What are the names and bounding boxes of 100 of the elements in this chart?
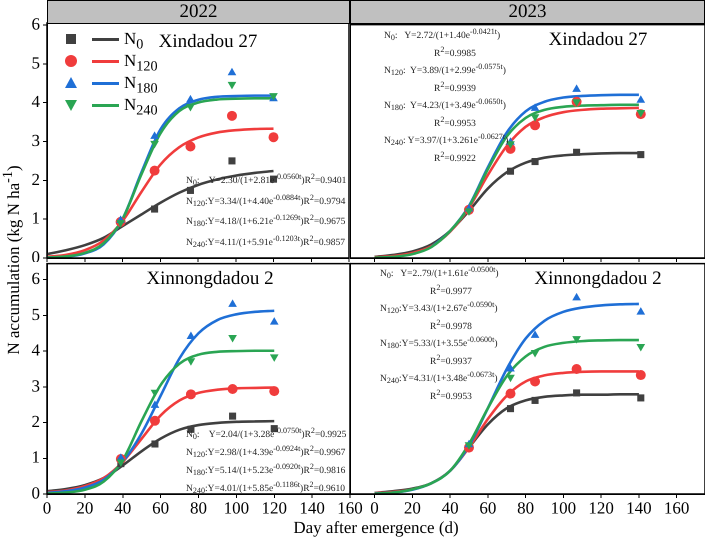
- y-tick-label: 3: [32, 376, 40, 396]
- x-tick-label: 0: [370, 498, 379, 518]
- point: [572, 84, 581, 92]
- chart-subtitle: Xindadou 27: [158, 31, 258, 53]
- annotation: N$_{240}$:Y=4.31/(1+3.48e$^{-0.0673t}$): [380, 370, 498, 386]
- point: [530, 120, 540, 130]
- point: [506, 388, 516, 399]
- annotation: N$_{180}$:Y=4.18/(1+6.21e$^{-0.1269t}$)R$^{2}$=0.9675: [186, 213, 346, 228]
- point: [572, 292, 581, 300]
- y-tick-label: 2: [32, 412, 40, 432]
- y-tick-label: 6: [32, 14, 40, 34]
- point: [150, 400, 160, 408]
- point: [573, 148, 580, 156]
- y-tick-label: 5: [32, 53, 40, 72]
- chart-subtitle: Xindadou 27: [548, 29, 648, 51]
- y-tick-label: 4: [32, 340, 40, 360]
- x-tick-label: 60: [479, 498, 496, 518]
- x-tick-label: 100: [550, 498, 576, 518]
- x-tick-label: 60: [152, 498, 170, 518]
- point: [229, 412, 236, 420]
- annotation: N$_{0}$: Y=2.04/(1+3.28e$^{-0.0750t}$)R$^{2}$=0.9925: [186, 426, 346, 442]
- chart-title: 2023: [350, 0, 705, 24]
- point: [530, 114, 540, 122]
- x-tick-label: 140: [299, 498, 325, 518]
- x-axis-title: Day after emergence (d): [293, 518, 459, 538]
- legend-label: N$_{180}$: [124, 73, 158, 96]
- point: [150, 140, 159, 148]
- y-tick-label: 1: [32, 208, 40, 228]
- x-tick-label: 120: [588, 498, 614, 518]
- y-tick-label: 1: [32, 448, 40, 467]
- chart-subtitle: Xinnongdadou 2: [534, 268, 662, 290]
- legend-label: N$_{0}$: [124, 29, 144, 52]
- point: [150, 416, 160, 426]
- point: [573, 389, 580, 396]
- point: [506, 364, 515, 372]
- x-tick-label: 40: [114, 498, 132, 518]
- annotation: R$^{2}$=0.9978: [430, 318, 472, 332]
- x-tick-label: 40: [442, 498, 459, 518]
- point: [506, 168, 514, 175]
- point: [151, 206, 158, 213]
- chart-subtitle: Xinnongdadou 2: [146, 268, 274, 290]
- point: [228, 157, 236, 164]
- point: [532, 396, 539, 404]
- point: [226, 110, 237, 121]
- point: [636, 95, 646, 103]
- legend-label: N$_{120}$: [124, 51, 158, 74]
- annotation: N$_{0}$: Y=2.72/(1+1.40e$^{-0.0421t}$): [384, 27, 500, 42]
- point: [572, 99, 581, 107]
- point: [228, 384, 238, 394]
- annotation: N$_{120}$: Y=3.89/(1+2.99e$^{-0.0575t}$): [384, 62, 506, 78]
- x-tick-label: 80: [517, 498, 534, 518]
- y-tick-label: 6: [32, 269, 40, 288]
- x-tick-label: 80: [190, 498, 207, 518]
- point: [532, 158, 539, 166]
- point: [228, 299, 237, 307]
- x-tick-label: 140: [626, 498, 652, 518]
- annotation: N$_{240}$:Y=4.01/(1+5.85e$^{-0.1186t}$)R$^{2}$=0.9610: [186, 480, 346, 496]
- point: [186, 186, 194, 194]
- point: [186, 94, 195, 102]
- point: [637, 394, 644, 402]
- annotation: R$^{2}$=0.9937: [430, 352, 472, 367]
- point: [530, 376, 540, 386]
- annotation: R$^{2}$=0.9922: [434, 150, 476, 164]
- point: [572, 364, 582, 374]
- point: [269, 386, 280, 396]
- point: [506, 405, 514, 412]
- point: [150, 166, 160, 176]
- y-tick-label: 3: [32, 130, 40, 150]
- annotation: N$_{180}$:Y=5.33/(1+3.55e$^{-0.0600t}$): [380, 335, 498, 350]
- legend-label: N$_{240}$: [124, 95, 158, 120]
- point: [270, 317, 279, 325]
- point: [464, 442, 474, 450]
- line-series: [47, 170, 275, 256]
- annotation: N$_{120}$:Y=3.34/(1+4.40e$^{-0.0884t}$)R$^{2}$=0.9794: [186, 192, 346, 208]
- x-tick-label: 20: [76, 498, 94, 518]
- line-series: [47, 127, 275, 258]
- point: [636, 307, 646, 315]
- annotation: R$^{2}$=0.9985: [434, 44, 476, 59]
- annotation: R$^{2}$=0.9953: [430, 388, 472, 402]
- annotation: N$_{120}$:Y=2.98/(1+4.39e$^{-0.0924t}$)R$^{2}$=0.9967: [186, 444, 346, 460]
- y-tick-label: 0: [32, 483, 40, 502]
- point: [268, 132, 278, 142]
- x-tick-label: 160: [664, 498, 690, 518]
- y-tick-label: 4: [32, 92, 40, 112]
- annotation: N$_{180}$:Y=5.14/(1+5.23e$^{-0.0920t}$)R$^{2}$=0.9816: [186, 462, 346, 478]
- point: [186, 389, 196, 400]
- point: [530, 103, 540, 111]
- x-tick-label: 20: [404, 498, 421, 518]
- y-tick-label: 5: [32, 304, 40, 324]
- y-tick-label: 2: [32, 170, 40, 189]
- chart-title: 2022: [47, 0, 350, 24]
- point: [228, 68, 236, 76]
- annotation: N$_{0}$: Y=2..79/(1+1.61e$^{-0.0500t}$): [380, 265, 499, 280]
- point: [151, 440, 158, 448]
- point: [185, 142, 196, 152]
- x-tick-label: 160: [337, 498, 363, 518]
- annotation: N$_{240}$:Y=4.11/(1+5.91e$^{-0.1203t}$)R$^{2}$=0.9857: [186, 234, 345, 249]
- point: [636, 370, 646, 380]
- x-tick-label: 100: [224, 498, 250, 518]
- point: [530, 330, 540, 338]
